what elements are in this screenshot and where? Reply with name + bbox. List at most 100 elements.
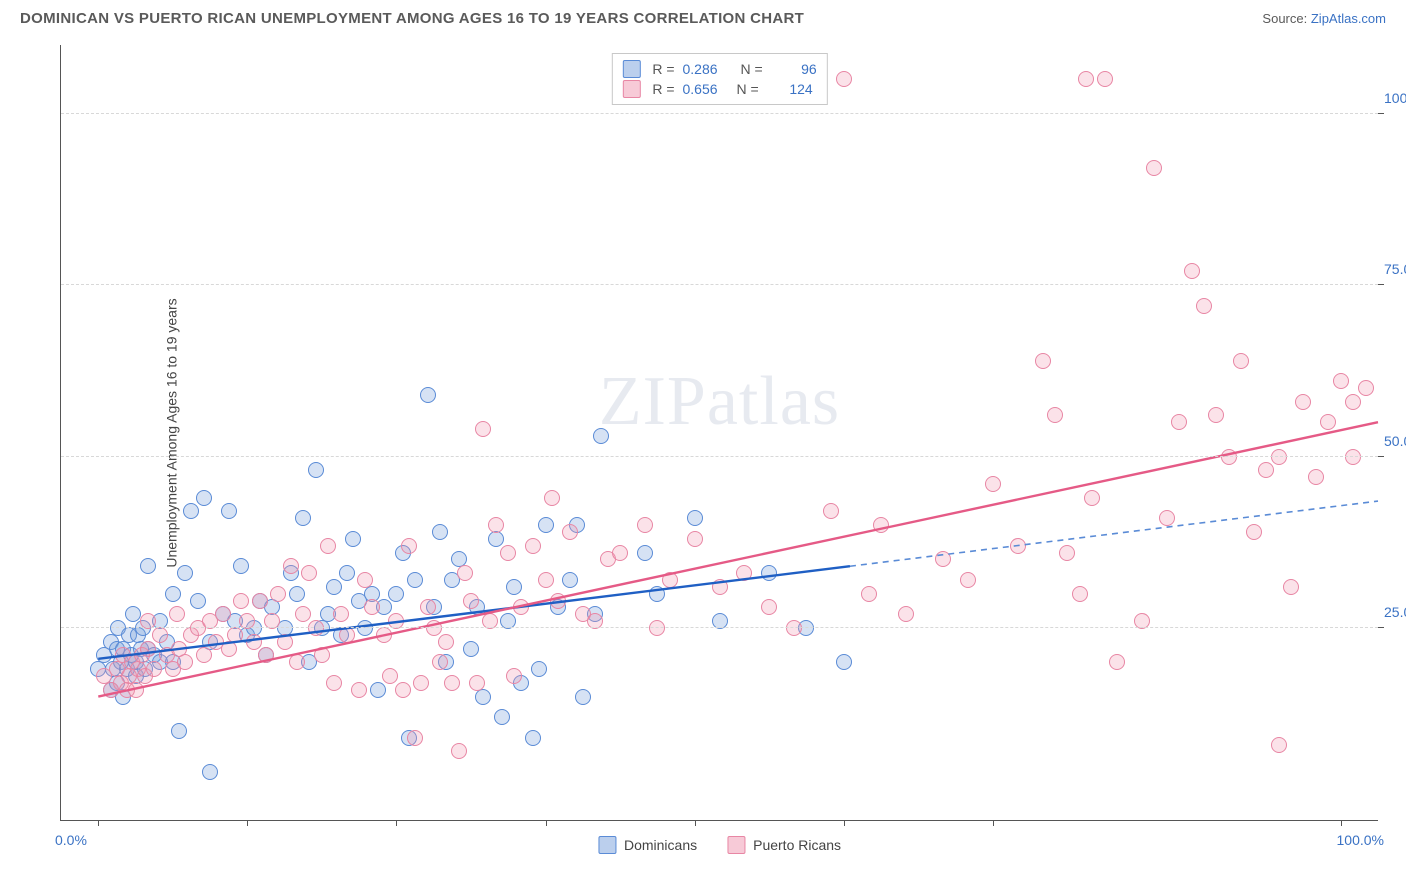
data-point	[1059, 545, 1075, 561]
data-point	[935, 551, 951, 567]
data-point	[339, 627, 355, 643]
swatch-icon	[727, 836, 745, 854]
data-point	[612, 545, 628, 561]
data-point	[202, 764, 218, 780]
data-point	[687, 531, 703, 547]
data-point	[270, 586, 286, 602]
x-tick-mark	[695, 820, 696, 826]
data-point	[985, 476, 1001, 492]
data-point	[1283, 579, 1299, 595]
data-point	[1358, 380, 1374, 396]
data-point	[1171, 414, 1187, 430]
data-point	[873, 517, 889, 533]
data-point	[146, 661, 162, 677]
data-point	[1047, 407, 1063, 423]
data-point	[1345, 394, 1361, 410]
data-point	[420, 387, 436, 403]
data-point	[649, 586, 665, 602]
data-point	[1320, 414, 1336, 430]
data-point	[1109, 654, 1125, 670]
data-point	[283, 558, 299, 574]
data-point	[1246, 524, 1262, 540]
data-point	[169, 606, 185, 622]
y-tick-mark	[1378, 456, 1384, 457]
n-value: 124	[767, 81, 813, 97]
data-point	[215, 606, 231, 622]
data-point	[823, 503, 839, 519]
r-value: 0.286	[683, 61, 729, 77]
stats-legend-box: R = 0.286 N = 96 R = 0.656 N = 124	[611, 53, 827, 105]
data-point	[469, 675, 485, 691]
x-axis-min-label: 0.0%	[55, 832, 87, 848]
data-point	[1258, 462, 1274, 478]
data-point	[382, 668, 398, 684]
data-point	[1271, 449, 1287, 465]
data-point	[432, 654, 448, 670]
data-point	[128, 682, 144, 698]
data-point	[736, 565, 752, 581]
data-point	[463, 593, 479, 609]
data-point	[457, 565, 473, 581]
x-tick-mark	[993, 820, 994, 826]
data-point	[786, 620, 802, 636]
data-point	[593, 428, 609, 444]
data-point	[488, 531, 504, 547]
n-value: 96	[771, 61, 817, 77]
y-tick-label: 100.0%	[1384, 90, 1406, 106]
swatch-icon	[622, 80, 640, 98]
data-point	[525, 538, 541, 554]
x-tick-mark	[844, 820, 845, 826]
data-point	[364, 599, 380, 615]
data-point	[171, 723, 187, 739]
data-point	[1146, 160, 1162, 176]
data-point	[1184, 263, 1200, 279]
data-point	[357, 620, 373, 636]
data-point	[662, 572, 678, 588]
data-point	[1035, 353, 1051, 369]
data-point	[1097, 71, 1113, 87]
scatter-points-layer	[61, 45, 1378, 820]
swatch-icon	[622, 60, 640, 78]
data-point	[339, 565, 355, 581]
x-tick-mark	[546, 820, 547, 826]
data-point	[544, 490, 560, 506]
bottom-legend: Dominicans Puerto Ricans	[598, 836, 841, 854]
source-attribution: Source: ZipAtlas.com	[1262, 11, 1386, 26]
data-point	[525, 730, 541, 746]
data-point	[712, 579, 728, 595]
data-point	[413, 675, 429, 691]
data-point	[289, 654, 305, 670]
source-link[interactable]: ZipAtlas.com	[1311, 11, 1386, 26]
data-point	[761, 565, 777, 581]
gridline	[61, 284, 1378, 285]
data-point	[1333, 373, 1349, 389]
data-point	[320, 538, 336, 554]
data-point	[295, 510, 311, 526]
data-point	[370, 682, 386, 698]
data-point	[513, 599, 529, 615]
data-point	[1010, 538, 1026, 554]
x-tick-mark	[396, 820, 397, 826]
gridline	[61, 113, 1378, 114]
data-point	[233, 593, 249, 609]
x-tick-mark	[1341, 820, 1342, 826]
data-point	[506, 668, 522, 684]
stats-row-dominicans: R = 0.286 N = 96	[622, 60, 816, 78]
n-label: N =	[741, 61, 763, 77]
data-point	[637, 517, 653, 533]
y-tick-label: 75.0%	[1384, 261, 1406, 277]
data-point	[395, 682, 411, 698]
data-point	[333, 606, 349, 622]
y-tick-label: 25.0%	[1384, 604, 1406, 620]
data-point	[1295, 394, 1311, 410]
data-point	[420, 599, 436, 615]
data-point	[488, 517, 504, 533]
data-point	[506, 579, 522, 595]
data-point	[196, 490, 212, 506]
data-point	[637, 545, 653, 561]
y-tick-mark	[1378, 284, 1384, 285]
data-point	[562, 524, 578, 540]
data-point	[1072, 586, 1088, 602]
legend-label: Dominicans	[624, 837, 697, 853]
data-point	[1078, 71, 1094, 87]
